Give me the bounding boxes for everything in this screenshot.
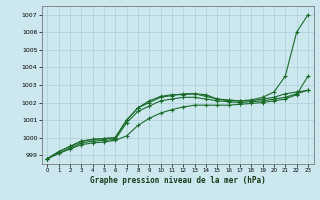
X-axis label: Graphe pression niveau de la mer (hPa): Graphe pression niveau de la mer (hPa) — [90, 176, 266, 185]
